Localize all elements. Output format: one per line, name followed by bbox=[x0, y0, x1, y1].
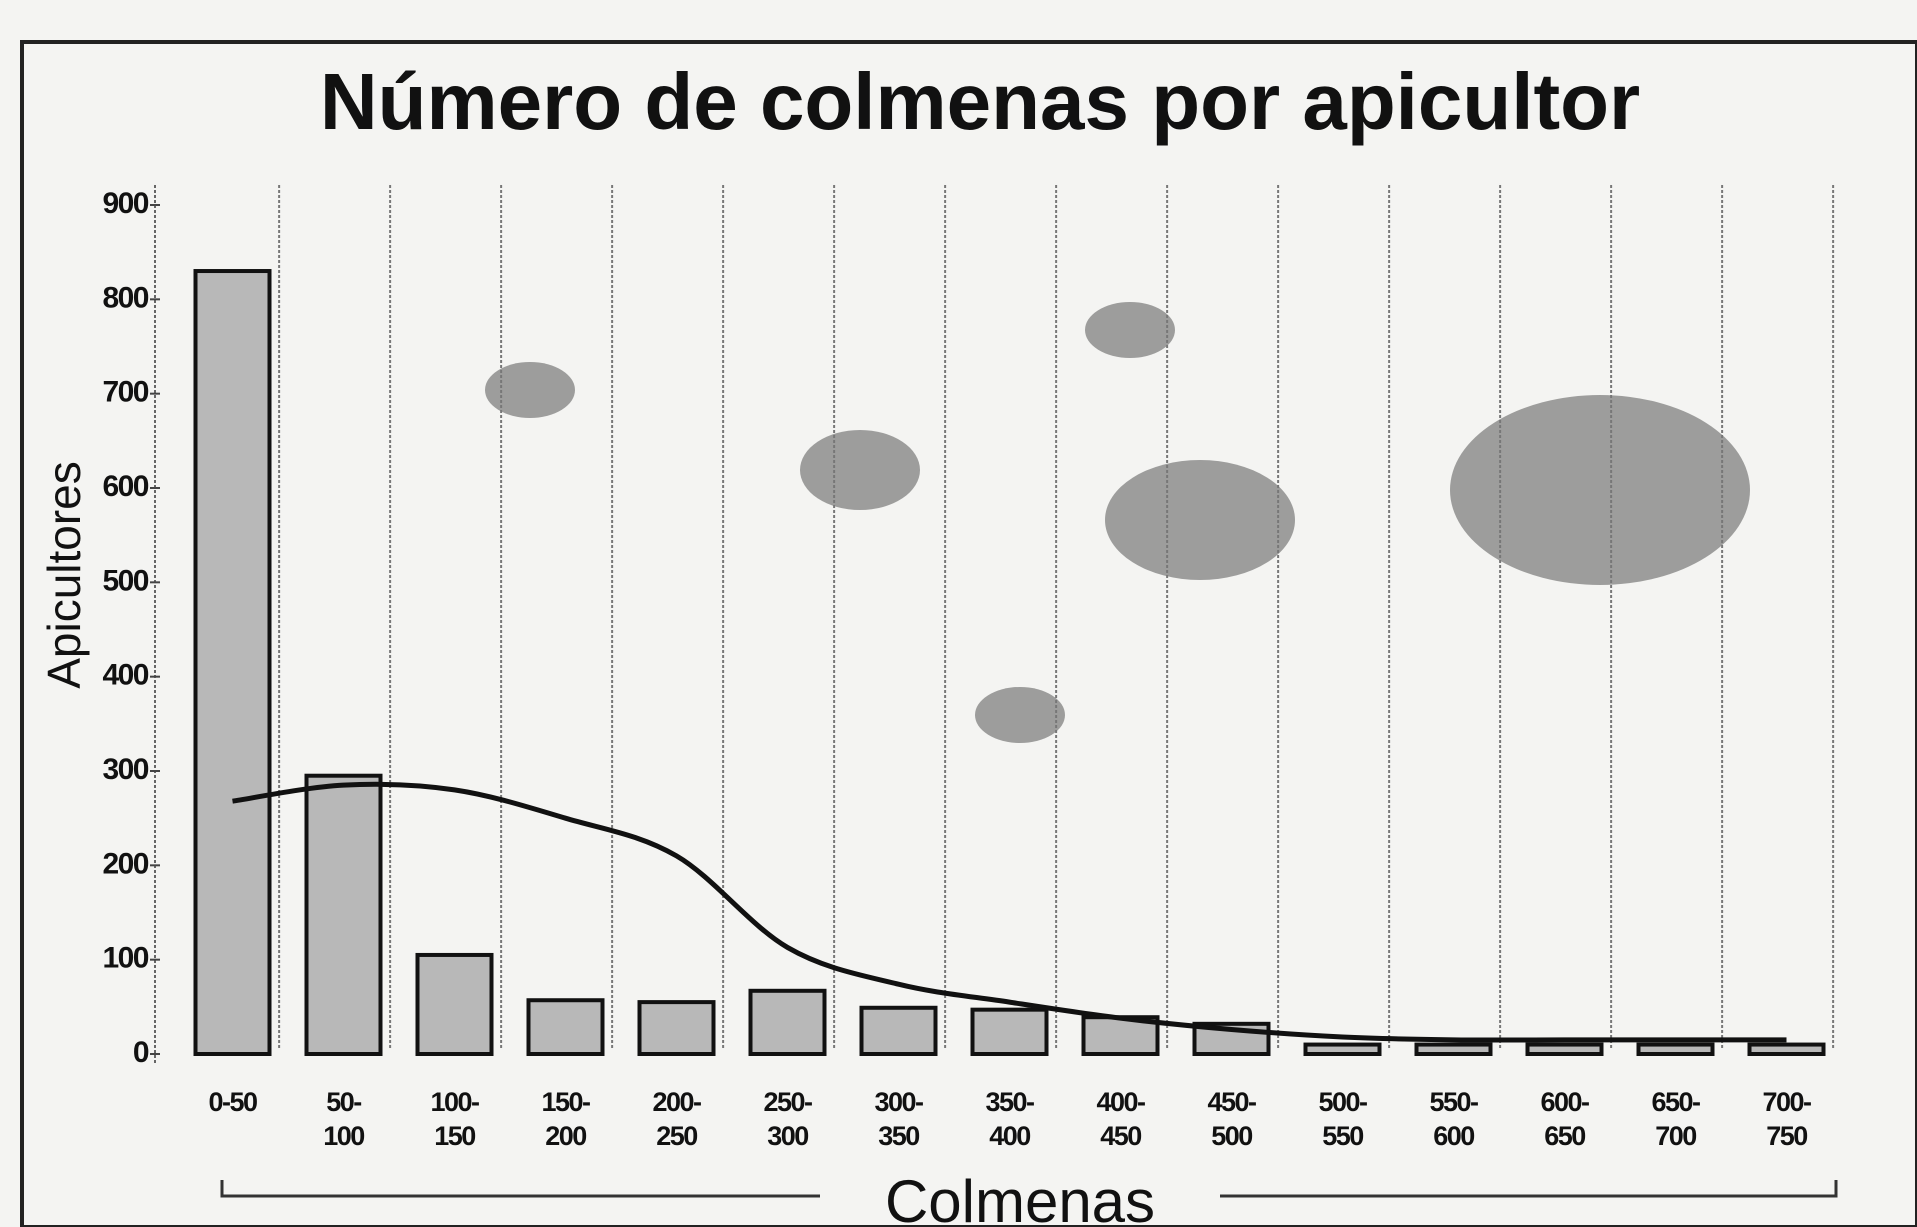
bar bbox=[529, 1000, 603, 1054]
x-tick-label: 450-500 bbox=[1196, 1085, 1268, 1153]
x-tick-label: 100-150 bbox=[419, 1085, 491, 1153]
x-tick-label: 50-100 bbox=[308, 1085, 380, 1153]
bee bbox=[975, 687, 1065, 743]
x-tick-label: 700-750 bbox=[1751, 1085, 1823, 1153]
x-tick-label: 600-650 bbox=[1529, 1085, 1601, 1153]
bar bbox=[1417, 1045, 1491, 1054]
y-tick-label: 200 bbox=[102, 847, 148, 880]
x-tick-label: 650-700 bbox=[1640, 1085, 1712, 1153]
chart: Número de colmenas por apicultor Apicult… bbox=[0, 0, 1917, 1227]
y-axis-label: Apicultores bbox=[38, 461, 90, 689]
chart-container: Número de colmenas por apicultor Apicult… bbox=[0, 0, 1917, 1227]
y-tick-label: 900 bbox=[102, 187, 148, 220]
bar bbox=[196, 271, 270, 1054]
bar bbox=[1306, 1045, 1380, 1054]
x-tick-label: 200-250 bbox=[641, 1085, 713, 1153]
bar bbox=[973, 1010, 1047, 1054]
bar bbox=[418, 955, 492, 1054]
bar bbox=[1639, 1045, 1713, 1054]
bar bbox=[1528, 1045, 1602, 1054]
y-tick-label: 800 bbox=[102, 281, 148, 314]
bee bbox=[800, 430, 920, 510]
x-tick-label: 0-50 bbox=[197, 1085, 269, 1119]
x-tick-label: 350-400 bbox=[974, 1085, 1046, 1153]
bar bbox=[751, 991, 825, 1054]
x-tick-label: 250-300 bbox=[752, 1085, 824, 1153]
bar bbox=[640, 1002, 714, 1054]
x-tick-label: 550-600 bbox=[1418, 1085, 1490, 1153]
bee-decorations bbox=[485, 302, 1750, 743]
bar bbox=[307, 776, 381, 1054]
x-tick-label: 400-450 bbox=[1085, 1085, 1157, 1153]
y-tick-label: 300 bbox=[102, 753, 148, 786]
y-tick-label: 0 bbox=[133, 1036, 149, 1069]
bee bbox=[1450, 395, 1750, 585]
bee bbox=[1085, 302, 1175, 358]
bee bbox=[485, 362, 575, 418]
y-tick-label: 500 bbox=[102, 564, 148, 597]
x-tick-label: 150-200 bbox=[530, 1085, 602, 1153]
y-tick-label: 700 bbox=[102, 376, 148, 409]
x-tick-label: 300-350 bbox=[863, 1085, 935, 1153]
chart-title: Número de colmenas por apicultor bbox=[320, 57, 1640, 146]
bee bbox=[1105, 460, 1295, 580]
bar bbox=[1750, 1045, 1824, 1054]
x-axis-label: Colmenas bbox=[885, 1168, 1155, 1227]
y-tick-label: 100 bbox=[102, 942, 148, 975]
y-tick-label: 400 bbox=[102, 659, 148, 692]
x-tick-label: 500-550 bbox=[1307, 1085, 1379, 1153]
bar bbox=[862, 1008, 936, 1054]
y-tick-label: 600 bbox=[102, 470, 148, 503]
